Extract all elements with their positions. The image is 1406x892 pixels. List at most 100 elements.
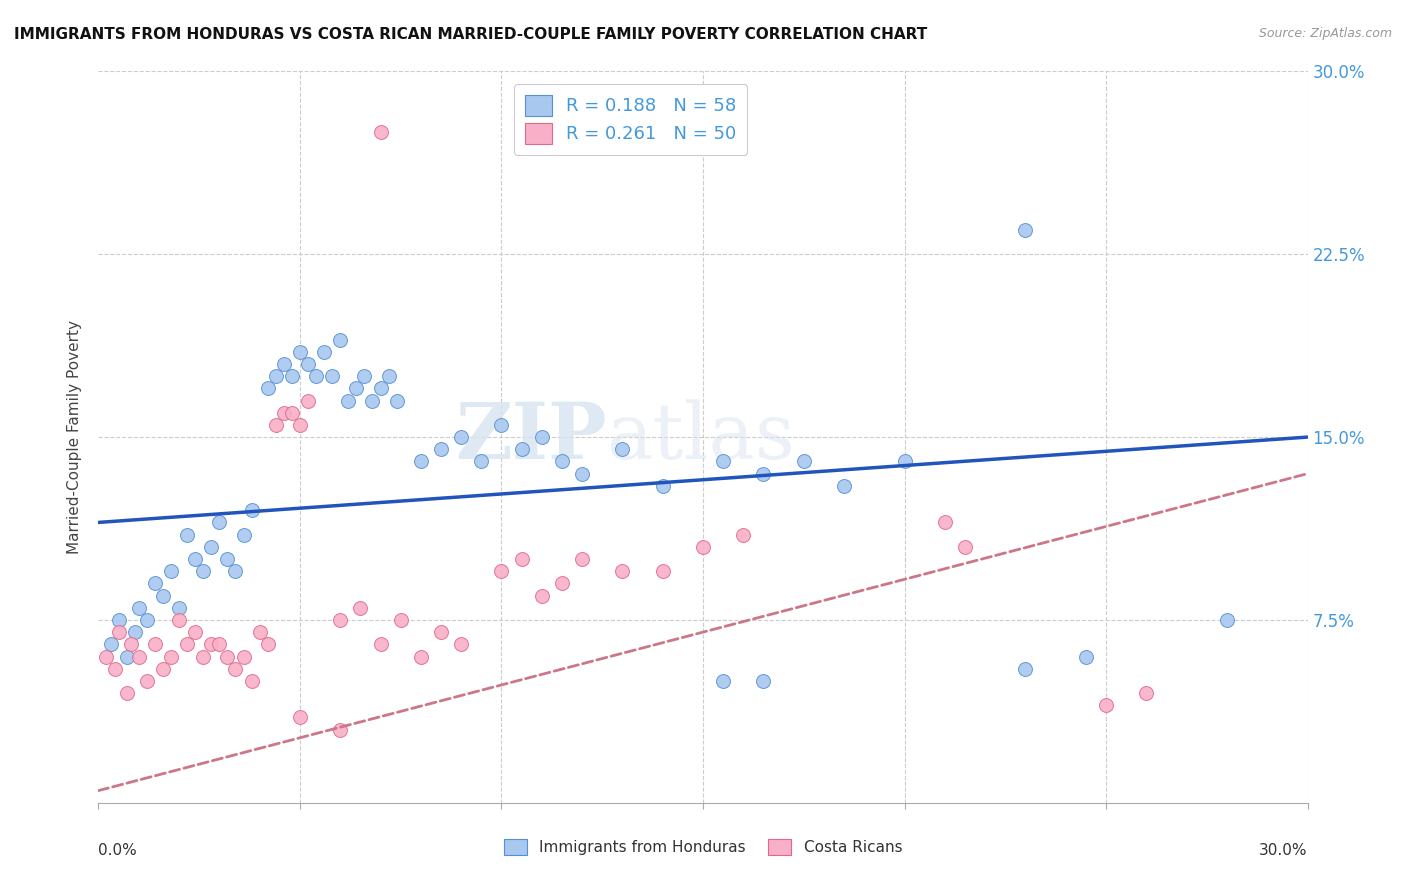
Point: [264, 369, 287, 384]
Point: [124, 625, 146, 640]
Y-axis label: Married-Couple Family Poverty: Married-Couple Family Poverty: [67, 320, 83, 554]
Point: [288, 417, 311, 432]
Point: [353, 369, 375, 384]
Point: [530, 589, 553, 603]
Point: [510, 552, 533, 566]
Point: [256, 381, 278, 395]
Point: [1074, 649, 1097, 664]
Point: [752, 467, 775, 481]
Point: [344, 381, 367, 395]
Point: [273, 357, 295, 371]
Point: [224, 564, 246, 578]
Point: [281, 406, 304, 420]
Point: [135, 673, 157, 688]
Point: [349, 600, 371, 615]
Point: [107, 625, 129, 640]
Point: [551, 576, 574, 591]
Point: [256, 637, 278, 651]
Point: [281, 369, 304, 384]
Point: [893, 454, 915, 468]
Point: [832, 479, 855, 493]
Point: [1014, 223, 1036, 237]
Point: [510, 442, 533, 457]
Point: [491, 564, 513, 578]
Point: [208, 516, 231, 530]
Point: [193, 649, 215, 664]
Point: [288, 344, 311, 359]
Point: [167, 600, 190, 615]
Point: [409, 454, 432, 468]
Point: [385, 393, 408, 408]
Point: [450, 637, 472, 651]
Point: [152, 589, 174, 603]
Text: 0.0%: 0.0%: [98, 843, 138, 858]
Point: [711, 673, 734, 688]
Point: [128, 649, 150, 664]
Point: [288, 710, 311, 724]
Point: [409, 649, 432, 664]
Point: [167, 613, 190, 627]
Point: [232, 649, 254, 664]
Point: [793, 454, 815, 468]
Point: [217, 649, 239, 664]
Point: [103, 662, 125, 676]
Point: [612, 564, 634, 578]
Point: [321, 369, 343, 384]
Point: [491, 417, 513, 432]
Point: [115, 649, 138, 664]
Point: [571, 552, 593, 566]
Point: [184, 552, 207, 566]
Point: [612, 442, 634, 457]
Point: [305, 369, 328, 384]
Point: [176, 637, 198, 651]
Text: Source: ZipAtlas.com: Source: ZipAtlas.com: [1258, 27, 1392, 40]
Point: [297, 393, 319, 408]
Point: [217, 552, 239, 566]
Point: [1216, 613, 1239, 627]
Point: [200, 637, 222, 651]
Point: [651, 564, 673, 578]
Point: [160, 649, 183, 664]
Point: [115, 686, 138, 700]
Point: [193, 564, 215, 578]
Point: [1095, 698, 1118, 713]
Point: [249, 625, 271, 640]
Point: [551, 454, 574, 468]
Point: [264, 417, 287, 432]
Point: [752, 673, 775, 688]
Point: [571, 467, 593, 481]
Point: [953, 540, 976, 554]
Point: [361, 393, 384, 408]
Point: [1135, 686, 1157, 700]
Point: [160, 564, 183, 578]
Point: [176, 527, 198, 541]
Point: [1014, 662, 1036, 676]
Point: [314, 344, 336, 359]
Point: [232, 527, 254, 541]
Point: [143, 637, 166, 651]
Point: [450, 430, 472, 444]
Point: [329, 613, 352, 627]
Point: [100, 637, 122, 651]
Point: [240, 503, 263, 517]
Point: [389, 613, 412, 627]
Point: [208, 637, 231, 651]
Point: [184, 625, 207, 640]
Point: [120, 637, 142, 651]
Point: [370, 637, 392, 651]
Point: [128, 600, 150, 615]
Point: [692, 540, 714, 554]
Point: [711, 454, 734, 468]
Text: IMMIGRANTS FROM HONDURAS VS COSTA RICAN MARRIED-COUPLE FAMILY POVERTY CORRELATIO: IMMIGRANTS FROM HONDURAS VS COSTA RICAN …: [14, 27, 928, 42]
Point: [651, 479, 673, 493]
Point: [107, 613, 129, 627]
Point: [430, 442, 453, 457]
Point: [337, 393, 360, 408]
Legend: Immigrants from Honduras, Costa Ricans: Immigrants from Honduras, Costa Ricans: [498, 833, 908, 861]
Point: [733, 527, 755, 541]
Point: [273, 406, 295, 420]
Point: [143, 576, 166, 591]
Text: 30.0%: 30.0%: [1260, 843, 1308, 858]
Point: [329, 333, 352, 347]
Point: [530, 430, 553, 444]
